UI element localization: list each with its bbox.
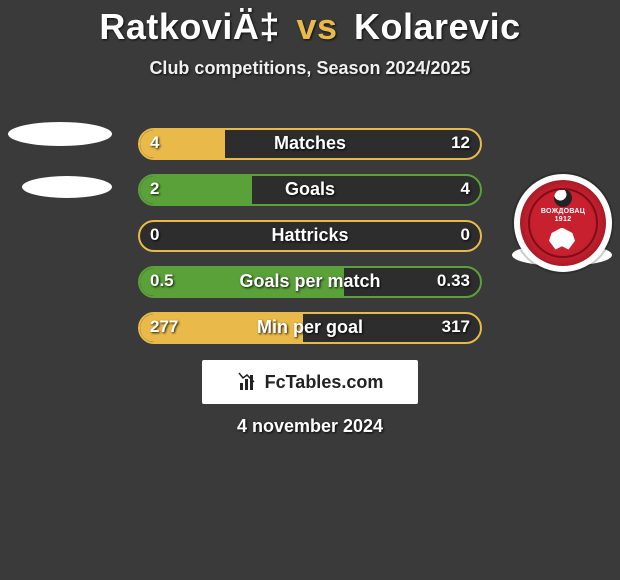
comparison-card: RatkoviÄ‡ vs Kolarevic Club competitions… — [0, 6, 620, 580]
page-title: RatkoviÄ‡ vs Kolarevic — [0, 6, 620, 48]
vs-label: vs — [296, 6, 337, 47]
subtitle: Club competitions, Season 2024/2025 — [0, 58, 620, 79]
bar-track — [138, 266, 482, 298]
stat-row: Matches412 — [138, 128, 482, 160]
bar-track — [138, 220, 482, 252]
bar-chart-icon — [237, 370, 261, 394]
snapshot-date: 4 november 2024 — [0, 416, 620, 437]
bar-track — [138, 128, 482, 160]
dragon-icon — [543, 226, 583, 254]
player1-name: RatkoviÄ‡ — [99, 6, 280, 47]
placeholder-ellipse-icon — [22, 176, 112, 198]
club-crest-icon: ВОЖДОВАЦ 1912 — [514, 174, 612, 272]
bar-fill — [140, 130, 225, 158]
placeholder-ellipse-icon — [8, 122, 112, 146]
bar-track — [138, 312, 482, 344]
bar-fill — [140, 314, 303, 342]
bar-fill — [140, 176, 252, 204]
bar-fill — [140, 268, 344, 296]
stat-row: Goals per match0.50.33 — [138, 266, 482, 298]
stat-row: Min per goal277317 — [138, 312, 482, 344]
stat-row: Hattricks00 — [138, 220, 482, 252]
right-team-badge: ВОЖДОВАЦ 1912 — [514, 174, 612, 272]
player2-name: Kolarevic — [354, 6, 521, 47]
stat-row: Goals24 — [138, 174, 482, 206]
comparison-bars: Matches412 Goals24 Hattricks00 Goals per ma… — [138, 128, 482, 358]
attribution-text: FcTables.com — [265, 372, 384, 393]
attribution-box: FcTables.com — [202, 360, 418, 404]
bar-track — [138, 174, 482, 206]
